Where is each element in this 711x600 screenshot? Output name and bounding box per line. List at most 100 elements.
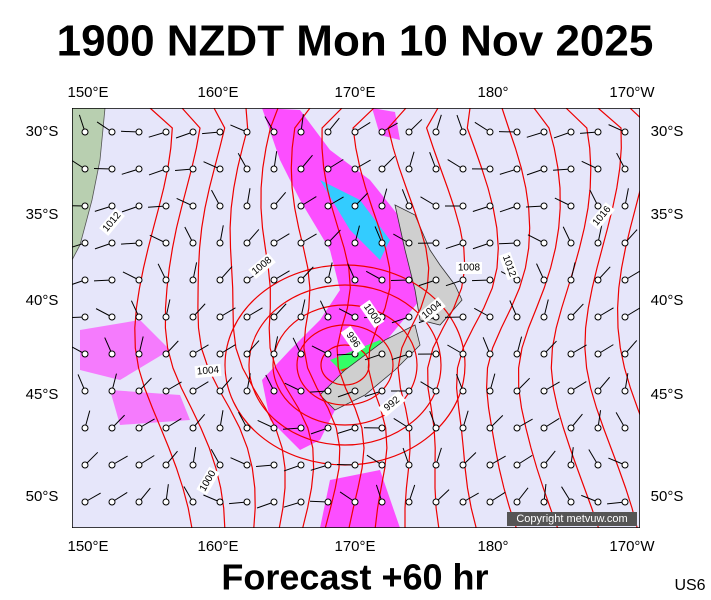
barb-station (324, 498, 332, 506)
barb-station (567, 350, 575, 358)
barb-station (216, 498, 224, 506)
barb-station (270, 313, 278, 321)
barb-station (324, 313, 332, 321)
barb-station (162, 350, 170, 358)
barb-station (324, 424, 332, 432)
barb-station (243, 202, 251, 210)
barb-station (189, 239, 197, 247)
forecast-label: Forecast +60 hr (221, 557, 488, 598)
isobar-label: 1004 (196, 365, 220, 378)
barb-station (216, 165, 224, 173)
isobar (320, 344, 370, 386)
barb-station (540, 387, 548, 395)
barb-station (540, 128, 548, 136)
barb-station (162, 128, 170, 136)
barb-station (513, 202, 521, 210)
isobar-label-box (359, 299, 385, 329)
barb-station (297, 276, 305, 284)
barb-station (540, 165, 548, 173)
barb-station (594, 165, 602, 173)
barb-station (351, 128, 359, 136)
barb-station (297, 424, 305, 432)
barb-station (405, 350, 413, 358)
barb-station (189, 165, 197, 173)
barb-station (567, 498, 575, 506)
barb-station (540, 239, 548, 247)
title: 1900 NZDT Mon 10 Nov 2025 (57, 17, 654, 66)
barb-station (189, 128, 197, 136)
barb-station (432, 350, 440, 358)
barb-station (378, 498, 386, 506)
isobar-label-box (194, 363, 222, 379)
barb-station (621, 461, 629, 469)
barb-station (243, 350, 251, 358)
barb-station (135, 461, 143, 469)
barb-station (243, 498, 251, 506)
barb-station (567, 387, 575, 395)
isobar (517, 108, 561, 528)
barb-station (432, 461, 440, 469)
barb-station (135, 239, 143, 247)
isobar (485, 108, 531, 528)
barb-station (216, 276, 224, 284)
barb-station (189, 387, 197, 395)
barb-station (405, 498, 413, 506)
barb-station (594, 128, 602, 136)
barb-station (459, 498, 467, 506)
barb-station (594, 350, 602, 358)
barb-station (243, 461, 251, 469)
barb-station (594, 313, 602, 321)
barb-station (594, 239, 602, 247)
barb-station (432, 498, 440, 506)
barb-station (567, 202, 575, 210)
barb-station (486, 498, 494, 506)
longitude-label: 160°E (197, 538, 238, 555)
barb-station (108, 313, 116, 321)
barb-station (621, 165, 629, 173)
barb-station (81, 461, 89, 469)
barb-station (243, 313, 251, 321)
barb-station (405, 239, 413, 247)
barb-station (567, 165, 575, 173)
latitude-label: 45°S (26, 386, 59, 403)
wind-barbs (72, 114, 640, 509)
barb-station (189, 350, 197, 358)
australia (72, 108, 106, 261)
latitude-label: 30°S (26, 123, 59, 140)
barb-station (405, 313, 413, 321)
barb-station (459, 387, 467, 395)
barb-station (270, 350, 278, 358)
chart-id: US6 (674, 577, 705, 594)
isobar (260, 108, 315, 528)
barb-station (297, 202, 305, 210)
barb-station (486, 313, 494, 321)
barb-station (135, 276, 143, 284)
isobar (229, 108, 286, 528)
longitude-label: 150°E (67, 84, 108, 101)
longitude-label: 170°W (609, 84, 655, 101)
isobar (272, 304, 418, 426)
barb-station (297, 128, 305, 136)
isobar (584, 108, 638, 528)
longitude-label: 180° (477, 538, 508, 555)
isobar (425, 108, 466, 528)
barb-station (540, 202, 548, 210)
barb-station (135, 165, 143, 173)
isobar-label-group: 1004 (194, 363, 222, 379)
latitude-label: 35°S (651, 206, 684, 223)
barb-station (621, 350, 629, 358)
barb-station (405, 387, 413, 395)
longitude-label: 160°E (197, 84, 238, 101)
barb-station (513, 387, 521, 395)
barb-station (486, 387, 494, 395)
barb-station (216, 313, 224, 321)
barb-station (324, 461, 332, 469)
barb-station (81, 128, 89, 136)
isobar-label-group: 1008 (456, 262, 482, 274)
longitude-label: 170°W (609, 538, 655, 555)
isobar (550, 108, 600, 528)
barb-station (351, 276, 359, 284)
barb-station (216, 202, 224, 210)
barb-station (162, 461, 170, 469)
barb-station (108, 276, 116, 284)
